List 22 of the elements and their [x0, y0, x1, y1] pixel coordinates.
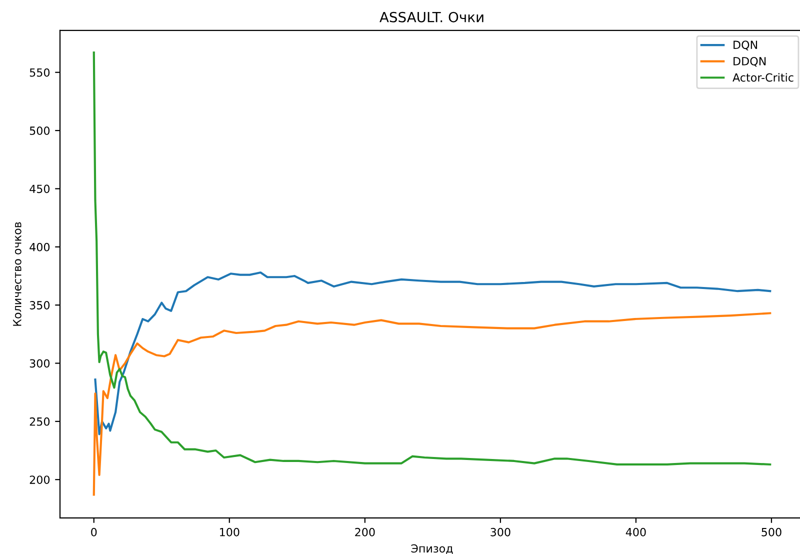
x-tick-label: 100: [220, 528, 240, 536]
legend-label: Actor-Critic: [732, 73, 794, 82]
y-axis-title: Количество очков: [13, 222, 22, 326]
y-tick-label: 500: [30, 126, 50, 135]
legend-label: DDQN: [734, 56, 766, 67]
y-tick-label: 550: [30, 68, 50, 77]
x-tick-label: 500: [762, 528, 782, 536]
line-series: [92, 312, 772, 496]
y-tick-label: 450: [30, 184, 50, 194]
x-axis-title: Эпизод: [411, 544, 453, 554]
y-tick-label: 200: [30, 476, 50, 484]
x-tick-label: 400: [626, 528, 646, 536]
x-tick-label: 300: [490, 528, 510, 536]
x-tick-label: 200: [355, 528, 375, 536]
x-tick-label: 0: [91, 528, 97, 536]
line-series: [94, 271, 772, 436]
y-tick-label: 400: [30, 242, 50, 252]
y-tick-label: 300: [30, 359, 50, 368]
y-tick-label: 350: [30, 301, 50, 310]
y-tick-label: 250: [30, 417, 50, 426]
chart-title: ASSAULT. Очки: [380, 12, 484, 22]
legend-label: DQN: [734, 40, 758, 50]
